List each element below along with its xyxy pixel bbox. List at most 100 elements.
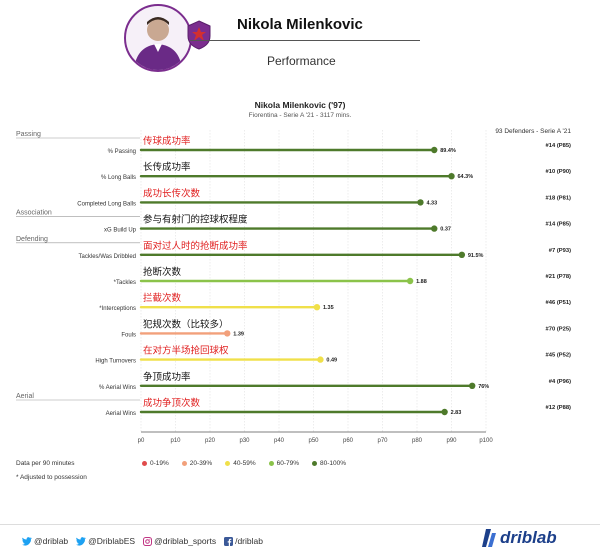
metric-value-label: 76% <box>478 384 489 390</box>
metric-name: Fouls <box>121 332 136 338</box>
legend-dot <box>181 461 187 466</box>
metric-name: Completed Long Balls <box>77 201 136 207</box>
footer-divider <box>0 524 600 525</box>
metric-dot <box>313 304 321 311</box>
metric-value-label: 1.88 <box>416 279 427 285</box>
metric-name: % Long Balls <box>101 175 136 181</box>
metric-name: % Passing <box>108 149 136 155</box>
metric-dot <box>417 199 424 206</box>
x-tick-label: p0 <box>138 438 145 444</box>
x-tick-label: p80 <box>412 438 423 444</box>
metric-rank-label: #14 (P85) <box>546 143 572 149</box>
group-label: Defending <box>16 236 48 243</box>
twitter-link-driblabes[interactable]: @DriblabES <box>76 536 135 546</box>
legend-dot <box>268 461 274 466</box>
metric-rank-label: #10 (P90) <box>546 169 572 175</box>
footnote-per90: Data per 90 minutes <box>16 460 75 467</box>
legend-item: 80-100% <box>312 460 346 467</box>
metric-value-label: 1.39 <box>233 331 244 337</box>
header-divider <box>190 40 420 41</box>
metric-name: xG Build Up <box>104 228 137 234</box>
metric-annotation: 成功长传次数 <box>143 187 201 199</box>
twitter-icon <box>76 536 87 546</box>
metric-name: % Aerial Wins <box>99 385 136 391</box>
facebook-handle: /driblab <box>235 536 263 546</box>
legend-label: 40-59% <box>233 460 256 467</box>
group-label: Association <box>16 210 52 217</box>
legend-dot <box>142 461 147 466</box>
x-tick-label: p30 <box>239 438 250 444</box>
group-label: Aerial <box>16 393 34 400</box>
metric-annotation: 传球成功率 <box>143 135 191 147</box>
metric-rank-label: #4 (P96) <box>549 379 571 385</box>
metric-dot <box>448 173 455 180</box>
metric-value-label: 64.3% <box>458 174 474 180</box>
facebook-link[interactable]: /driblab <box>224 536 263 546</box>
legend-label: 0-19% <box>150 460 169 467</box>
comparison-label: 93 Defenders - Serie A '21 <box>495 128 571 135</box>
player-photo-icon <box>134 17 182 70</box>
metric-name: Tackles/Was Dribbled <box>79 254 136 260</box>
legend-label: 20-39% <box>189 460 213 467</box>
metric-value-label: 0.37 <box>440 227 451 233</box>
x-tick-label: p70 <box>377 438 388 444</box>
metric-annotation: 长传成功率 <box>143 161 191 173</box>
chart-title: Nikola Milenkovic ('97) <box>254 100 346 110</box>
legend-dot <box>225 461 231 466</box>
legend-label: 80-100% <box>320 460 347 467</box>
metric-rank-label: #21 (P78) <box>546 274 572 280</box>
metric-dot <box>441 408 448 416</box>
metric-value-label: 4.33 <box>426 200 437 206</box>
twitter-link-driblab[interactable]: @driblab <box>22 536 68 546</box>
metric-annotation: 抢断次数 <box>143 266 182 278</box>
x-tick-label: p60 <box>343 438 354 444</box>
x-tick-label: p50 <box>308 438 319 444</box>
metric-rank-label: #70 (P25) <box>546 326 572 332</box>
metric-annotation: 参与有射门的控球权程度 <box>143 214 248 226</box>
metric-annotation: 面对过人时的抢断成功率 <box>143 240 248 252</box>
instagram-link[interactable]: @driblab_sports <box>143 536 216 546</box>
social-links: @driblab @DriblabES @driblab_sports /dri… <box>22 536 263 546</box>
metric-dot <box>431 146 438 154</box>
metric-dot <box>317 356 324 363</box>
metric-dot <box>406 277 414 285</box>
player-name-title: Nikola Milenkovic <box>237 16 363 33</box>
metric-rank-label: #45 (P52) <box>546 353 572 359</box>
legend-item: 20-39% <box>181 460 213 467</box>
twitter-handle: @DriblabES <box>88 536 136 546</box>
metric-annotation: 争顶成功率 <box>143 371 191 383</box>
facebook-icon <box>224 536 234 546</box>
metric-value-label: 2.83 <box>451 410 462 416</box>
metric-rank-label: #18 (P81) <box>546 195 572 201</box>
x-tick-label: p40 <box>274 438 285 444</box>
player-avatar <box>124 4 192 72</box>
metric-value-label: 91.5% <box>468 253 484 259</box>
metric-rank-label: #7 (P93) <box>549 248 571 254</box>
brand-logo: driblab <box>482 528 557 548</box>
group-label: Passing <box>16 131 41 138</box>
metric-rank-label: #14 (P85) <box>546 222 572 228</box>
metric-value-label: 1.35 <box>323 305 334 311</box>
metric-name: High Turnovers <box>95 359 136 365</box>
header-subtitle: Performance <box>267 54 336 68</box>
percentile-chart: 93 Defenders - Serie A '21 p0 p10 p20 p30 p40… <box>16 128 572 444</box>
x-tick-label: p100 <box>479 438 493 444</box>
metric-annotation: 犯规次数（比较多） <box>143 318 229 330</box>
metric-dot <box>458 251 466 258</box>
metric-rank-label: #46 (P51) <box>546 300 572 306</box>
brand-name: driblab <box>500 528 557 547</box>
twitter-icon <box>22 536 32 546</box>
metric-name: *Tackles <box>114 280 136 286</box>
legend-item: 40-59% <box>225 460 256 467</box>
metric-value-label: 89.4% <box>440 148 456 154</box>
x-tick-label: p10 <box>170 438 181 444</box>
legend: 0-19% 20-39% 40-59% 60-79% 80-100% <box>142 460 346 467</box>
legend-dot <box>312 461 318 466</box>
fiorentina-crest-icon <box>187 20 211 50</box>
chart-subtitle: Fiorentina - Serie A '21 - 3117 mins. <box>248 112 352 119</box>
driblab-logo-icon <box>482 529 496 547</box>
metric-name: Aerial Wins <box>106 411 136 417</box>
metric-annotation: 拦截次数 <box>143 292 182 304</box>
legend-label: 60-79% <box>276 460 300 467</box>
metric-annotation: 成功争顶次数 <box>143 397 201 409</box>
